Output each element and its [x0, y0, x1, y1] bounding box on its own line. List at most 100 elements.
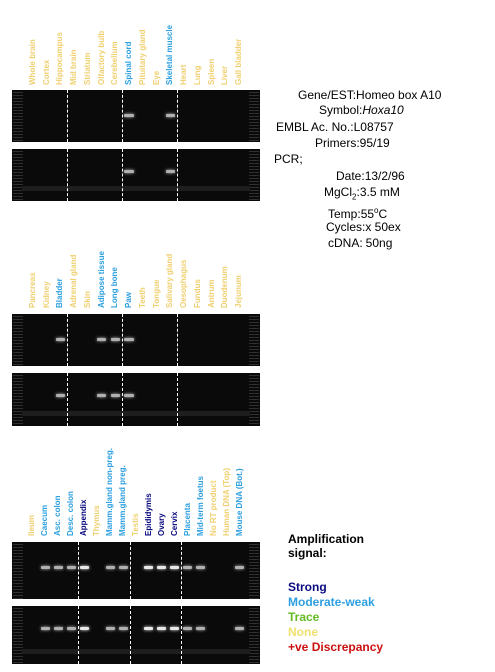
legend-title: Amplification signal:: [288, 532, 364, 560]
lane-label: Hippocampus: [55, 32, 65, 85]
amplification-band: [170, 566, 180, 569]
lane-divider: [177, 149, 179, 201]
lane-label: Mouse DNA (Bot.): [234, 468, 244, 536]
legend-item: Moderate-weak: [288, 595, 375, 609]
amplification-band: [196, 627, 206, 630]
amplification-band: [157, 627, 167, 630]
amplification-band: [118, 627, 128, 630]
amplification-band: [110, 338, 121, 341]
gel-panel-2: Pancreas Kidney Bladder Adrenal gland Skin Ad…: [0, 220, 270, 430]
amplification-band: [40, 566, 50, 569]
gene-row: Gene/EST:Homeo box A10: [298, 88, 441, 103]
gel-image-bottom-3: [12, 606, 260, 664]
lane-divider: [67, 373, 69, 426]
gene-label: Gene/EST:: [298, 88, 357, 102]
primers-value: 95/19: [359, 136, 390, 150]
amplification-band: [196, 566, 206, 569]
amplification-band: [124, 114, 134, 117]
amplification-band: [124, 170, 134, 173]
amplification-band: [66, 566, 76, 569]
amplification-band: [235, 566, 245, 569]
legend-title-line1: Amplification: [288, 532, 365, 546]
lane-label: Cortex: [41, 59, 51, 85]
amplification-band: [124, 338, 134, 341]
amplification-band: [170, 627, 180, 630]
gel-panel-1: Whole brain Cortex Hippocampus Mid brain Str…: [0, 0, 270, 205]
legend-title-line2: signal:: [288, 546, 327, 560]
lane-label: Pituitary gland: [137, 29, 147, 85]
ladder-lane: [13, 149, 23, 201]
lane-divider: [77, 606, 79, 664]
lane-label: Caecum: [40, 504, 50, 536]
lane-label: Mid-term foetus: [195, 476, 205, 536]
lane-label: Skeletal muscle: [165, 24, 175, 85]
symbol-value: Hoxa10: [362, 103, 404, 117]
temp-label: Temp:: [328, 207, 361, 221]
embl-label: EMBL Ac. No.:: [276, 120, 354, 134]
ladder-lane: [249, 542, 259, 599]
temp-value: 55: [360, 207, 375, 221]
lane-label: Mid brain: [69, 49, 79, 85]
mgcl2-label: MgCl: [324, 185, 353, 199]
ladder-lane: [249, 149, 259, 201]
amplification-band: [144, 566, 154, 569]
ladder-lane: [249, 606, 259, 664]
ladder-lane: [13, 606, 23, 664]
amplification-band: [96, 338, 107, 341]
amplification-band: [110, 394, 121, 397]
legend-item: Trace: [288, 610, 320, 624]
lane-label: Placenta: [182, 503, 192, 536]
amplification-band: [235, 627, 245, 630]
lane-label: Pancreas: [27, 272, 37, 308]
lane-label: Teeth: [137, 287, 147, 308]
amplification-band: [183, 566, 193, 569]
lane-label: Gall bladder: [234, 38, 244, 85]
gel-panel-3: Ileum Caecum Asc. colon Desc. colon Appendix…: [0, 446, 270, 668]
cycles-label: Cycles:: [326, 220, 366, 234]
lane-divider: [122, 314, 124, 366]
primer-dimer-glow: [22, 186, 250, 191]
lane-label: Olfactory bulb: [96, 30, 106, 85]
lane-label: Cervix: [169, 511, 179, 536]
cdna-row: cDNA: 50ng: [328, 236, 392, 251]
gel-image-bottom-2: [12, 373, 260, 426]
lane-labels-2: Pancreas Kidney Bladder Adrenal gland Skin Ad…: [0, 220, 250, 308]
lane-label: Long bone: [110, 267, 120, 308]
embl-row: EMBL Ac. No.:L08757: [276, 120, 394, 135]
lane-divider: [122, 149, 124, 201]
lane-label: Cerebellum: [110, 41, 120, 85]
ladder-lane: [13, 314, 23, 366]
cdna-value: 50ng: [365, 236, 393, 250]
lane-label: Duodenum: [220, 266, 230, 308]
lane-label: Antrum: [206, 279, 216, 308]
lane-label: Thymus: [92, 505, 102, 536]
lane-label: Spinal cord: [124, 41, 134, 85]
lane-label: Heart: [179, 64, 189, 85]
lane-label: Appendix: [79, 499, 89, 536]
gel-image-bottom-1: [12, 149, 260, 201]
amplification-band: [79, 566, 89, 569]
amplification-band: [96, 394, 107, 397]
gel-image-top-2: [12, 314, 260, 366]
lane-labels-1: Whole brain Cortex Hippocampus Mid brain Str…: [0, 0, 250, 85]
amplification-band: [105, 566, 115, 569]
temp-unit: C: [378, 207, 388, 221]
symbol-row: Symbol:Hoxa10: [319, 103, 404, 118]
pcr-row: PCR;: [274, 152, 303, 167]
lane-label: Jejunum: [234, 275, 244, 308]
lane-divider: [181, 606, 183, 664]
temp-degree: o: [374, 206, 379, 215]
lane-label: Mamm.gland non-preg.: [105, 448, 115, 536]
lane-divider: [129, 606, 131, 664]
gel-image-top-1: [12, 90, 260, 142]
lane-label: Adipose tissue: [96, 251, 106, 308]
ladder-lane: [249, 373, 259, 426]
lane-label: Ovary: [156, 513, 166, 536]
amplification-band: [124, 394, 134, 397]
lane-divider: [177, 373, 179, 426]
lane-label: Striatum: [82, 52, 92, 85]
lane-label: Testis: [131, 513, 140, 536]
primer-dimer-glow: [22, 649, 250, 654]
temp-row: Temp:55oC: [328, 203, 387, 222]
mgcl2-value: 3.5 mM: [359, 185, 400, 199]
